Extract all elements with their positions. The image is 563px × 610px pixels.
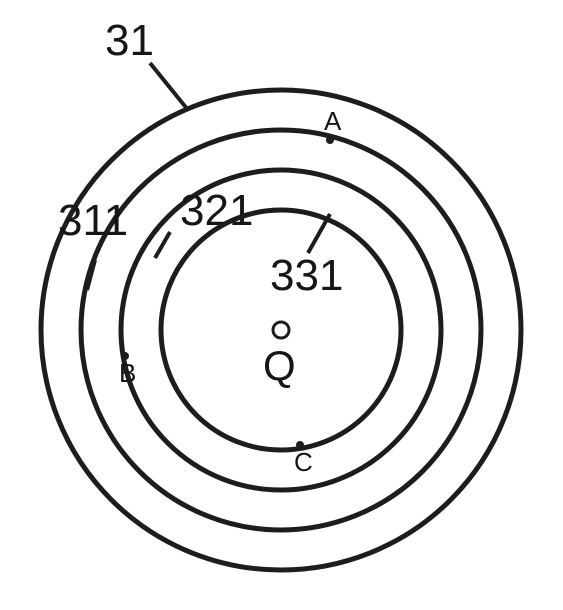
callout-ring2: 311 [58, 196, 128, 245]
point-label-A: A [324, 106, 342, 136]
point-A [326, 136, 334, 144]
point-label-C: C [294, 447, 313, 477]
callout-outer: 31 [105, 16, 154, 65]
point-label-B: B [119, 358, 136, 388]
concentric-circle-diagram: 31311321331QABC [0, 0, 563, 610]
center-label: Q [263, 342, 296, 389]
callout-inner: 331 [270, 251, 343, 300]
